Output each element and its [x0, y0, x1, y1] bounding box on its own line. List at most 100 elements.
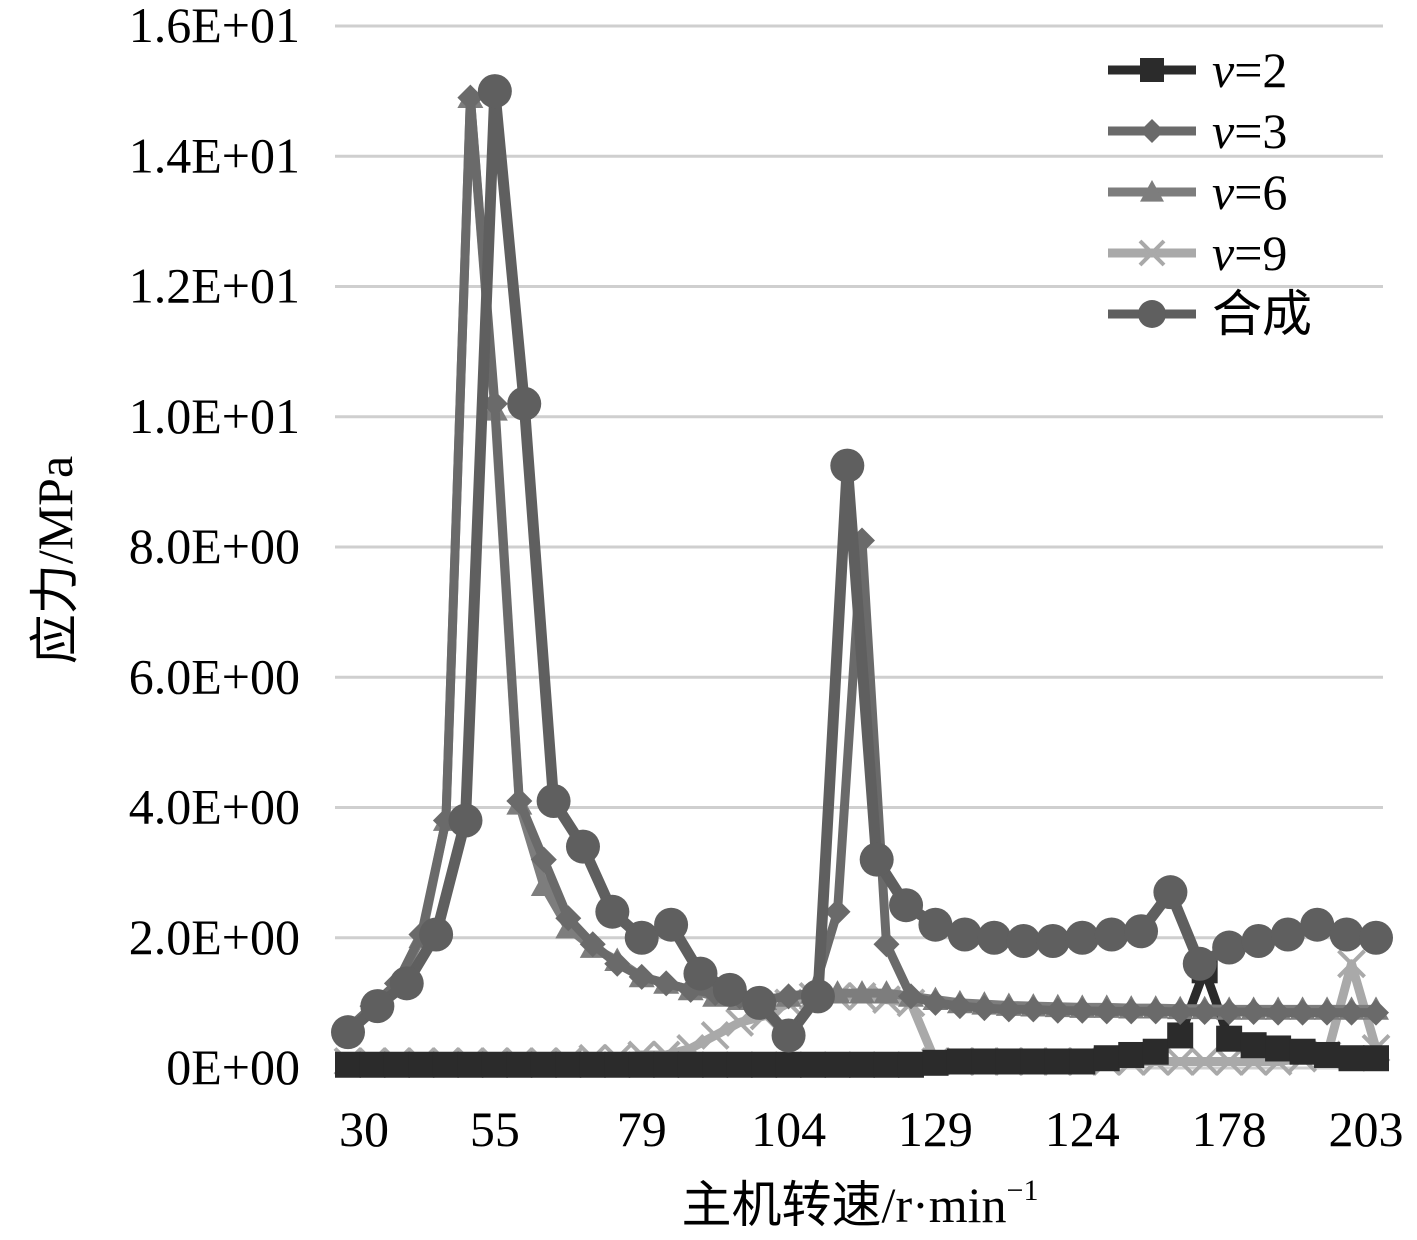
data-point-marker — [1240, 998, 1267, 1025]
y-tick-label: 1.0E+01 — [129, 388, 300, 444]
legend-item: 合成 — [1108, 286, 1312, 342]
data-point-marker — [1118, 998, 1145, 1025]
x-tick-label: 30 — [339, 1101, 389, 1157]
data-point-marker — [432, 1051, 459, 1078]
legend-label-value: =3 — [1234, 103, 1287, 159]
data-point-marker — [1069, 997, 1096, 1024]
y-tick-label: 0E+00 — [166, 1039, 300, 1095]
data-point-marker — [653, 970, 680, 997]
y-tick-label: 1.6E+01 — [129, 0, 300, 53]
legend-label: v=2 — [1212, 42, 1287, 98]
data-point-marker — [859, 842, 894, 877]
y-tick-labels: 0E+00 2.0E+00 4.0E+00 6.0E+00 8.0E+00 1.0E+01… — [129, 0, 300, 1095]
data-point-marker — [1182, 946, 1217, 981]
x-tick-label: 129 — [898, 1101, 973, 1157]
y-tick-label: 1.2E+01 — [129, 258, 300, 314]
data-point-marker — [1142, 998, 1169, 1025]
data-point-marker — [1065, 920, 1100, 955]
data-point-marker — [775, 1051, 802, 1078]
legend-label-variable: v — [1212, 164, 1235, 220]
data-point-marker — [604, 1051, 631, 1078]
data-point-marker — [1140, 58, 1164, 82]
data-point-marker — [628, 1051, 655, 1078]
data-point-marker — [1241, 924, 1276, 959]
data-point-marker — [1338, 1045, 1365, 1072]
legend-label: 合成 — [1212, 286, 1312, 342]
data-point-marker — [628, 963, 655, 990]
data-point-marker — [873, 1051, 900, 1078]
data-point-marker — [1212, 930, 1247, 965]
legend-label: v=6 — [1212, 164, 1287, 220]
legend-label: v=3 — [1212, 103, 1287, 159]
data-point-marker — [922, 1049, 949, 1076]
data-point-marker — [683, 956, 718, 991]
legend: v=2v=3v=6v=9合成 — [1108, 42, 1312, 342]
data-point-marker — [1138, 300, 1166, 328]
data-point-marker — [1216, 1025, 1243, 1052]
data-point-marker — [457, 1051, 484, 1078]
data-point-marker — [1124, 914, 1159, 949]
data-point-marker — [506, 787, 533, 814]
data-point-marker — [565, 829, 600, 864]
legend-label-variable: v — [1212, 103, 1235, 159]
y-tick-label: 6.0E+00 — [129, 648, 300, 704]
data-point-marker — [448, 803, 483, 838]
data-point-marker — [1069, 1048, 1096, 1075]
data-point-marker — [1329, 917, 1364, 952]
data-point-marker — [383, 1051, 410, 1078]
data-point-marker — [771, 1018, 806, 1053]
data-point-marker — [824, 1051, 851, 1078]
data-point-marker — [702, 1051, 729, 1078]
data-point-marker — [331, 1015, 365, 1050]
data-point-marker — [624, 920, 659, 955]
data-point-marker — [1338, 999, 1365, 1026]
legend-item: v=2 — [1108, 42, 1287, 98]
data-point-marker — [1020, 996, 1047, 1023]
legend-label-value: =6 — [1234, 164, 1287, 220]
data-point-marker — [1093, 1045, 1120, 1072]
data-point-marker — [477, 74, 512, 109]
data-point-marker — [506, 1051, 533, 1078]
legend-label-value: =9 — [1234, 225, 1287, 281]
data-point-marker — [530, 1051, 557, 1078]
series-1 — [335, 957, 1389, 1078]
data-point-marker — [1337, 949, 1366, 979]
legend-label-variable: v — [1212, 42, 1235, 98]
data-point-marker — [918, 907, 953, 942]
x-axis-title-superscript: −1 — [1007, 1174, 1039, 1207]
data-point-marker — [536, 783, 571, 818]
data-point-marker — [889, 888, 924, 923]
data-point-marker — [1035, 924, 1070, 959]
series-lines — [331, 74, 1393, 1078]
x-tick-label: 124 — [1045, 1101, 1120, 1157]
legend-label-value: =2 — [1234, 42, 1287, 98]
data-point-marker — [849, 1051, 875, 1078]
data-point-marker — [995, 1048, 1022, 1075]
data-point-marker — [530, 872, 557, 897]
data-point-marker — [408, 1051, 435, 1078]
data-point-marker — [1240, 1032, 1267, 1059]
data-point-marker — [653, 1051, 680, 1078]
data-point-marker — [873, 980, 900, 1004]
x-axis-title-main: 主机转速/r·min — [682, 1177, 1007, 1233]
data-point-marker — [507, 386, 542, 421]
data-point-marker — [677, 1051, 704, 1078]
data-point-marker — [700, 1021, 730, 1050]
data-point-marker — [579, 931, 606, 958]
data-point-marker — [555, 905, 582, 932]
x-tick-label: 178 — [1192, 1101, 1267, 1157]
data-point-marker — [481, 390, 508, 417]
data-point-marker — [1359, 920, 1393, 955]
data-point-marker — [419, 917, 454, 952]
data-point-marker — [742, 985, 777, 1020]
data-point-marker — [359, 1051, 386, 1078]
data-point-marker — [481, 1051, 508, 1078]
data-point-marker — [775, 983, 802, 1010]
x-axis-title: 主机转速/r·min−1 — [682, 1174, 1039, 1233]
data-point-marker — [873, 931, 900, 958]
data-point-marker — [800, 979, 835, 1014]
data-point-marker — [830, 448, 865, 483]
data-point-marker — [654, 907, 689, 942]
x-tick-label: 203 — [1329, 1101, 1404, 1157]
